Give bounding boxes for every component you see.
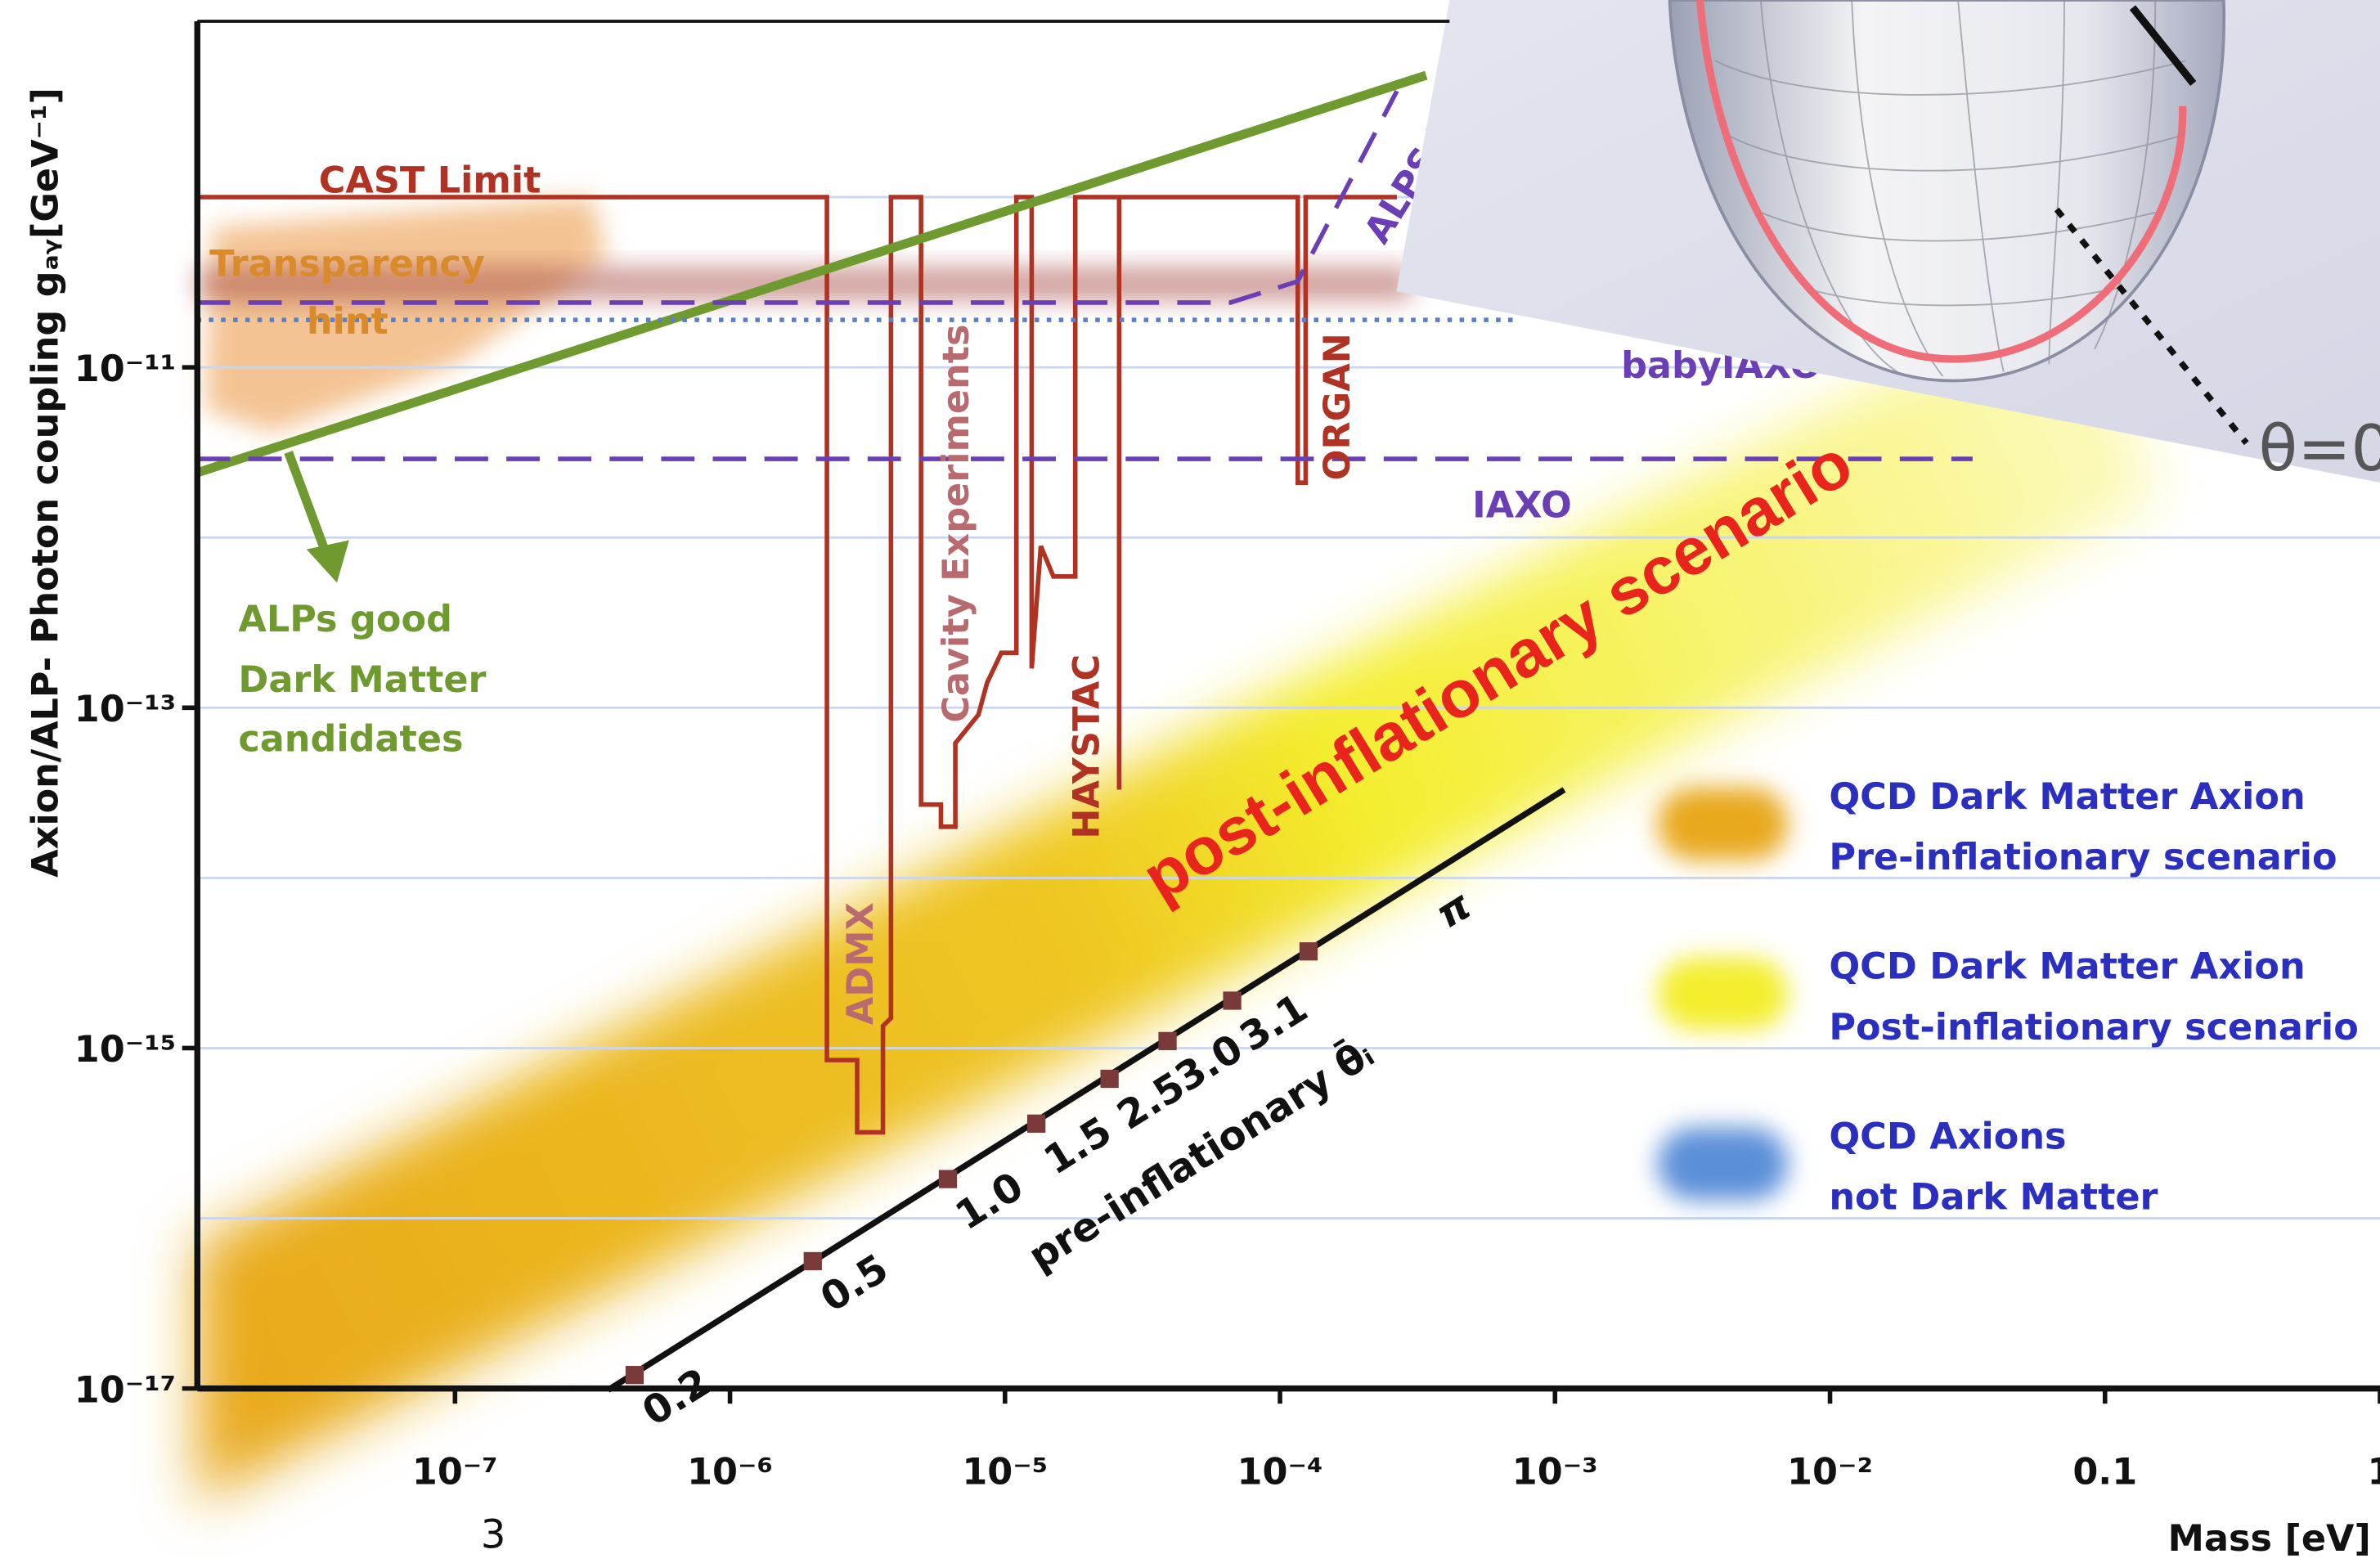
annotation: Transparency — [209, 243, 485, 285]
marker — [1101, 1070, 1119, 1088]
arrowhead — [307, 541, 349, 583]
x-tick-label: 10⁻⁷ — [412, 1451, 498, 1493]
annotation: HAYSTAC — [1066, 654, 1108, 839]
legend-label: not Dark Matter — [1829, 1176, 2158, 1219]
x-tick-label: 10⁻³ — [1512, 1451, 1598, 1493]
annotation: hint — [307, 300, 388, 343]
x-tick-label: 0.1 — [2072, 1451, 2137, 1493]
marker — [1300, 942, 1318, 960]
theta-label: π — [1428, 883, 1479, 938]
theta-label: 1.0 — [948, 1163, 1031, 1239]
marker — [1223, 991, 1241, 1009]
page: 0.20.51.01.52.53.03.1π CAST Limit Transp… — [0, 0, 2380, 1563]
marker — [804, 1252, 822, 1270]
annotation: CAST Limit — [319, 159, 541, 202]
marker — [1027, 1115, 1045, 1133]
x-axis-label: Mass [eV] — [2168, 1517, 2371, 1560]
legend-label: QCD Dark Matter Axion — [1829, 775, 2305, 818]
legend-label: Post-inflationary scenario — [1829, 1006, 2358, 1049]
y-tick-label: 10⁻¹³ — [74, 688, 176, 730]
theta-label: 1.5 — [1036, 1108, 1120, 1184]
legend-swatch — [1658, 1128, 1789, 1201]
annotation: IAXO — [1472, 484, 1572, 527]
annotation: candidates — [238, 717, 463, 760]
y-tick-label: 10⁻¹¹ — [74, 348, 176, 390]
legend-label: QCD Axions — [1829, 1115, 2066, 1157]
x-tick-label: 10⁻⁵ — [962, 1451, 1048, 1493]
theta-label: θ=0 — [2259, 412, 2380, 486]
marker — [1158, 1032, 1176, 1050]
marker — [626, 1366, 644, 1384]
chart: 0.20.51.01.52.53.03.1π CAST Limit Transp… — [0, 0, 2380, 1563]
legend-label: QCD Dark Matter Axion — [1829, 945, 2305, 988]
transparency-hint-region — [205, 197, 608, 433]
marker — [939, 1170, 957, 1188]
y-tick-label: 10⁻¹⁷ — [74, 1368, 176, 1411]
legend-swatch — [1658, 788, 1789, 860]
annotation: ADMX — [839, 902, 882, 1025]
x-tick-label: 10⁻⁴ — [1237, 1451, 1323, 1493]
legend-swatch — [1658, 958, 1789, 1031]
y-axis-label: Axion/ALP- Photon coupling gₐᵧ[GeV⁻¹] — [25, 88, 67, 878]
legend: QCD Dark Matter Axion Pre-inflationary sc… — [1658, 775, 2359, 1219]
annotation: ALPs good — [238, 598, 452, 640]
x-tick-label: 10⁻² — [1787, 1451, 1873, 1493]
x-tick-label: 1 — [2368, 1451, 2380, 1493]
y-tick-label: 10⁻¹⁵ — [74, 1028, 176, 1071]
theta-label: 3.1 — [1232, 985, 1315, 1061]
annotation: ORGAN — [1316, 333, 1358, 480]
page-number: 3 — [481, 1511, 506, 1557]
theta-label: 0.2 — [635, 1359, 718, 1435]
arrow — [289, 452, 328, 559]
annotation: Cavity Experiments — [935, 325, 977, 723]
x-tick-label: 10⁻⁶ — [687, 1451, 773, 1493]
annotation: Dark Matter — [238, 658, 486, 701]
legend-label: Pre-inflationary scenario — [1829, 836, 2337, 878]
